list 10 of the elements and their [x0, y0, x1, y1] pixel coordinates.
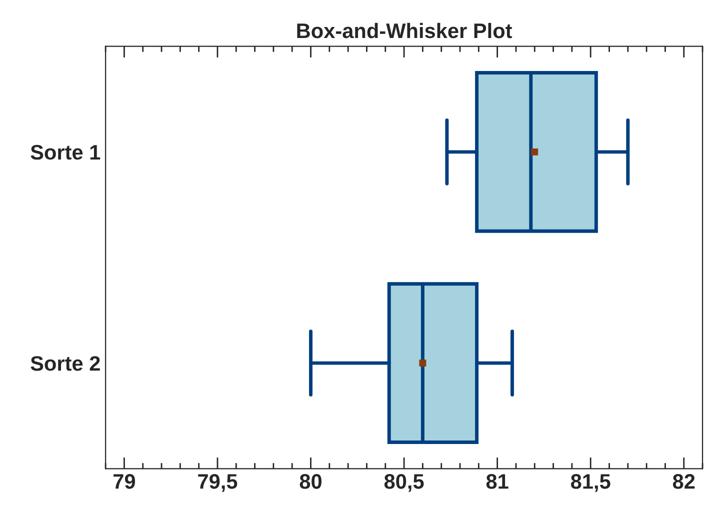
x-tick-label: 79 [114, 474, 136, 489]
y-tick-label: Sorte 2 [30, 356, 100, 371]
x-tick-label: 80,5 [384, 474, 424, 492]
x-tick-label: 81 [486, 474, 508, 489]
x-tick-label: 80 [300, 474, 322, 489]
x-tick-label: 82 [672, 474, 695, 489]
x-tick-label: 81,5 [570, 474, 610, 492]
chart-title: Box-and-Whisker Plot [297, 22, 512, 38]
x-tick-label: 79,5 [198, 474, 238, 492]
y-tick-label: Sorte 1 [30, 144, 100, 160]
